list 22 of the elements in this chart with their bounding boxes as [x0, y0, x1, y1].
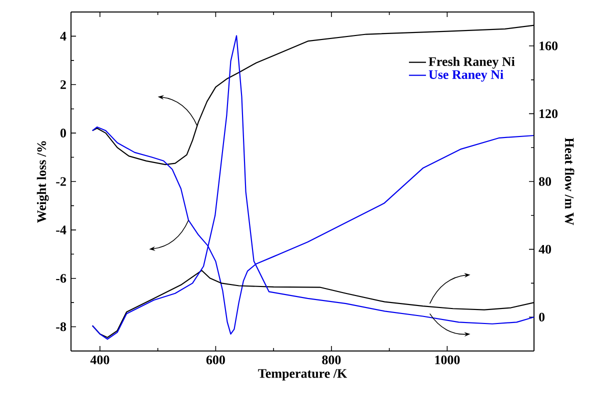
x-axis-title: Temperature /K: [258, 369, 348, 381]
y-tick-label: -6: [56, 274, 66, 283]
y-tick-label: 2: [60, 80, 66, 89]
y-axis-title: Weight loss /%: [36, 141, 49, 223]
y2-tick-label: 0: [539, 312, 545, 322]
line-series: [92, 35, 534, 340]
y-tick-label: 4: [60, 32, 66, 40]
y2-tick-label: 80: [538, 177, 552, 186]
y2-tick-label: 120: [540, 109, 558, 118]
y-tick-label: -8: [56, 322, 66, 332]
y-tick-label: -4: [56, 226, 66, 234]
y2-tick-label: 40: [538, 244, 552, 254]
x-tick-label: 800: [322, 356, 341, 364]
y2-axis-title: Heat flow /m W: [564, 138, 574, 226]
legend-label: Use Raney Ni: [428, 70, 504, 82]
x-tick-label: 600: [206, 356, 225, 364]
x-tick-label: 400: [90, 356, 110, 364]
x-tick-label: 1000: [435, 356, 460, 364]
y2-tick-label: 160: [540, 42, 558, 50]
legend-label: Fresh Raney Ni: [428, 56, 515, 69]
y-tick-label: -2: [56, 177, 66, 186]
y-tick-label: 0: [60, 128, 66, 138]
